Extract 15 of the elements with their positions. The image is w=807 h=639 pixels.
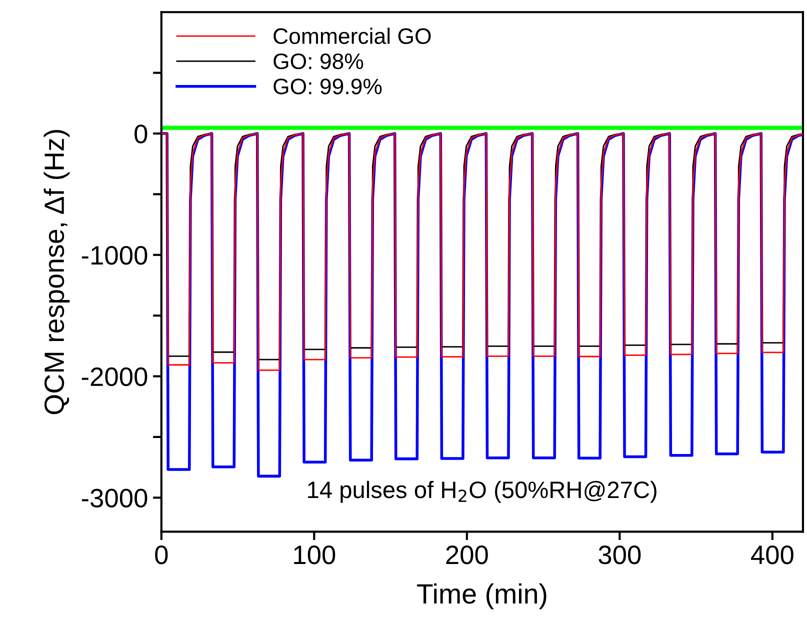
legend-label: GO: 98% — [274, 53, 364, 70]
y-tick-label: -3000 — [82, 488, 148, 508]
legend-label: GO: 99.9% — [274, 78, 382, 94]
x-tick-label: 100 — [294, 546, 336, 564]
x-tick-label: 0 — [155, 546, 168, 564]
legend-label: Commercial GO — [274, 28, 431, 44]
annotation: 14 pulses of H$_{2}$O (50%RH@27C) — [308, 480, 656, 503]
x-tick-label: 400 — [751, 546, 794, 564]
y-tick-label: 0 — [134, 124, 148, 144]
y-tick-label: -2000 — [82, 367, 148, 386]
x-axis-title: Time (min) — [416, 583, 546, 610]
y-axis-title: QCM response, Δf (Hz) — [44, 130, 70, 414]
x-tick-label: 300 — [598, 546, 641, 564]
x-tick-label: 200 — [446, 546, 488, 564]
y-tick-label: -1000 — [82, 246, 148, 265]
